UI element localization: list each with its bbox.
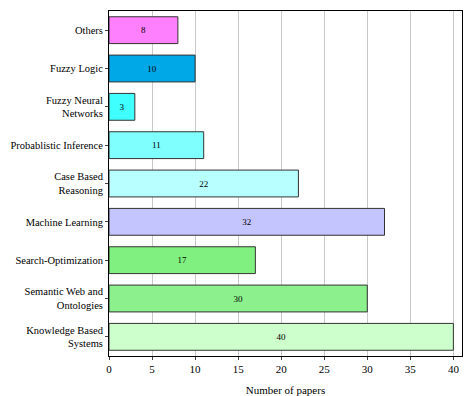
svg-text:Number of papers: Number of papers: [246, 384, 325, 396]
svg-text:Knowledge BasedSystems: Knowledge BasedSystems: [26, 325, 103, 350]
svg-text:11: 11: [152, 140, 161, 150]
svg-text:Fuzzy NeuralNetworks: Fuzzy NeuralNetworks: [46, 95, 103, 120]
svg-text:Search-Optimization: Search-Optimization: [15, 255, 103, 266]
svg-text:0: 0: [106, 363, 112, 375]
svg-text:3: 3: [119, 102, 124, 112]
svg-text:Others: Others: [75, 25, 103, 36]
svg-text:20: 20: [276, 363, 288, 375]
svg-text:15: 15: [233, 363, 245, 375]
svg-text:Probablistic Inference: Probablistic Inference: [10, 140, 103, 151]
svg-text:Case BasedReasoning: Case BasedReasoning: [54, 171, 103, 196]
svg-text:Machine Learning: Machine Learning: [26, 217, 104, 228]
svg-text:25: 25: [319, 363, 331, 375]
svg-text:22: 22: [199, 179, 208, 189]
svg-text:35: 35: [405, 363, 417, 375]
svg-text:30: 30: [233, 294, 243, 304]
svg-text:Semantic Web andOntologies: Semantic Web andOntologies: [25, 286, 104, 311]
svg-text:10: 10: [147, 64, 157, 74]
svg-text:40: 40: [276, 332, 286, 342]
svg-text:Fuzzy Logic: Fuzzy Logic: [50, 63, 103, 74]
svg-text:5: 5: [149, 363, 155, 375]
svg-text:40: 40: [448, 363, 460, 375]
svg-text:30: 30: [362, 363, 374, 375]
svg-text:17: 17: [177, 255, 187, 265]
svg-text:8: 8: [141, 25, 146, 35]
svg-text:32: 32: [242, 217, 251, 227]
svg-text:10: 10: [190, 363, 202, 375]
